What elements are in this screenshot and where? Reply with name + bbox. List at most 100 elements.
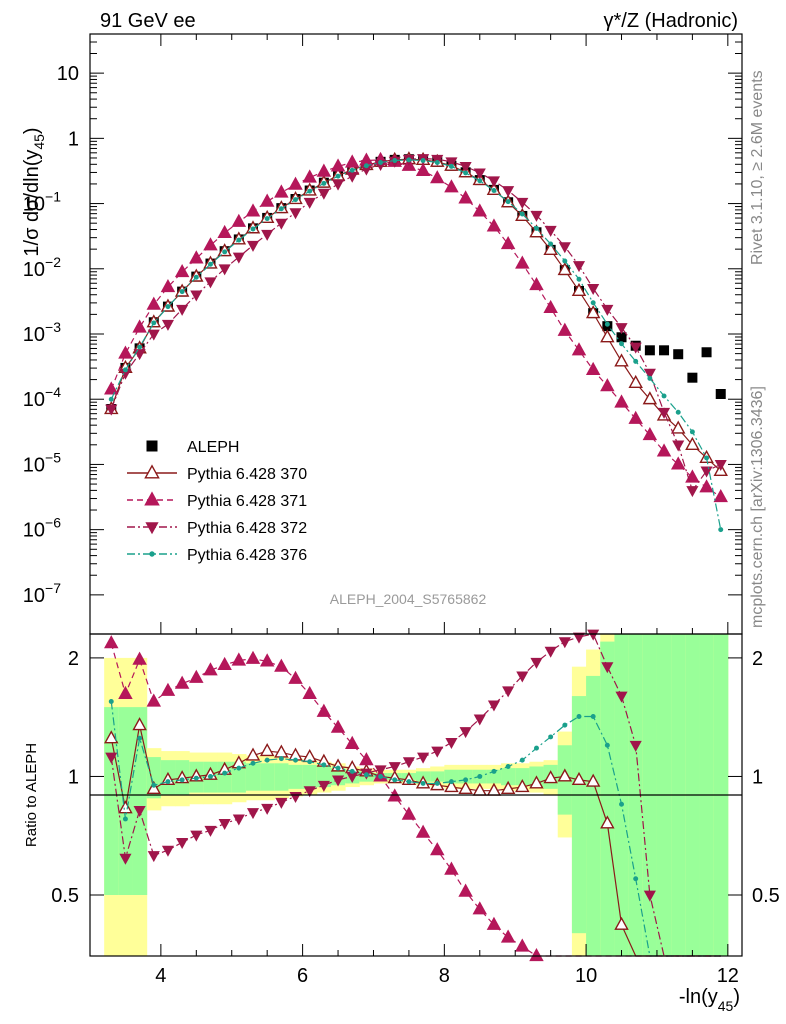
point-pythia-6-428-372 [487,176,501,188]
ratio-point-pythia-6-428-372 [417,752,430,764]
ratio-point-pythia-6-428-372 [431,746,444,758]
point-pythia-6-428-370 [642,391,658,405]
point-pythia-6-428-370 [614,353,629,367]
ratio-point-pythia-6-428-372 [601,662,614,674]
ratio-point-pythia-6-428-372 [275,797,288,809]
point-pythia-6-428-372 [331,179,345,191]
point-pythia-6-428-376 [122,367,128,373]
legend-marker-pythia-6-428-371 [144,491,160,506]
point-pythia-6-428-372 [657,407,671,419]
legend: ALEPH Pythia 6.428 370 Pythia 6.428 371 Pyt… [127,439,307,564]
ratio-y-axis-label: Ratio to ALEPH [23,743,40,847]
point-pythia-6-428-372 [161,319,175,331]
point-pythia-6-428-372 [232,252,245,264]
ratio-point-pythia-6-428-371 [259,653,275,667]
point-pythia-6-428-371 [189,250,204,264]
inner-band-bin [245,763,261,791]
point-pythia-6-428-371 [217,224,232,239]
point-pythia-6-428-372 [261,229,274,241]
ratio-point-pythia-6-428-372 [516,671,529,683]
ratio-point-pythia-6-428-370 [132,717,147,731]
ratio-point-pythia-6-428-372 [487,700,501,712]
ratio-y-tick-label-right: 2 [752,648,763,670]
point-aleph [673,349,684,360]
inner-band-bin [571,696,587,934]
ratio-point-pythia-6-428-370 [203,766,218,780]
point-pythia-6-428-376 [321,180,327,186]
point-pythia-6-428-372 [360,164,373,176]
point-pythia-6-428-372 [516,197,529,209]
ratio-point-pythia-6-428-371 [288,670,303,684]
ratio-point-pythia-6-428-370 [330,758,346,772]
ratio-point-pythia-6-428-371 [472,901,488,915]
ratio-point-pythia-6-428-371 [500,929,516,943]
title-right: γ*/Z (Hadronic) [604,10,738,32]
point-pythia-6-428-376 [108,396,114,402]
point-pythia-6-428-376 [463,170,469,176]
ratio-point-pythia-6-428-372 [161,845,175,857]
legend-label-pythia-6-428-370: Pythia 6.428 370 [187,466,307,483]
point-pythia-6-428-376 [179,289,185,295]
point-pythia-6-428-372 [587,283,600,295]
point-pythia-6-428-372 [176,304,189,316]
ratio-point-pythia-6-428-376 [151,782,157,788]
point-pythia-6-428-371 [458,190,473,204]
point-pythia-6-428-371 [529,277,544,291]
ratio-point-pythia-6-428-371 [316,703,332,717]
ratio-point-pythia-6-428-372 [204,825,217,837]
point-pythia-6-428-372 [275,218,288,230]
point-pythia-6-428-371 [302,169,317,183]
point-pythia-6-428-376 [420,158,426,163]
ratio-point-pythia-6-428-372 [303,786,316,798]
point-pythia-6-428-372 [374,160,387,172]
ratio-point-pythia-6-428-372 [544,646,557,658]
point-pythia-6-428-371 [344,154,360,168]
ratio-point-pythia-6-428-371 [203,662,218,676]
ratio-point-pythia-6-428-370 [557,768,573,782]
point-pythia-6-428-371 [330,158,346,172]
ratio-point-pythia-6-428-370 [160,771,176,786]
point-pythia-6-428-370 [600,329,615,343]
point-pythia-6-428-371 [430,170,445,184]
ratio-point-pythia-6-428-371 [189,669,204,683]
ratio-point-pythia-6-428-372 [289,791,302,803]
ratio-point-pythia-6-428-371 [415,824,431,838]
point-pythia-6-428-372 [544,225,557,237]
ratio-point-pythia-6-428-371 [132,651,147,665]
ratio-point-pythia-6-428-370 [444,778,459,793]
ratio-point-pythia-6-428-371 [344,735,360,749]
point-pythia-6-428-372 [629,342,642,354]
point-pythia-6-428-371 [118,345,133,359]
ratio-point-pythia-6-428-376 [293,757,298,763]
point-pythia-6-428-371 [656,443,672,457]
ratio-point-pythia-6-428-376 [108,699,114,704]
point-pythia-6-428-372 [530,210,543,222]
ratio-point-pythia-6-428-376 [193,775,199,781]
point-pythia-6-428-376 [661,393,667,399]
main-y-label-text: 1/σ dσ/dln(y [21,150,43,257]
ratio-point-pythia-6-428-370 [515,778,530,793]
point-pythia-6-428-372 [218,264,231,276]
ratio-point-pythia-6-428-370 [529,775,544,789]
point-pythia-6-428-376 [208,261,213,267]
point-pythia-6-428-370 [543,241,558,255]
ratio-point-pythia-6-428-370 [614,916,629,930]
mcplots-source-label: mcplots.cern.ch [arXiv:1306.3436] [749,386,766,628]
y-tick-label: 10−6 [23,515,61,542]
point-pythia-6-428-371 [245,203,261,217]
ratio-point-pythia-6-428-376 [378,773,384,779]
point-pythia-6-428-376 [434,160,440,165]
ratio-point-pythia-6-428-372 [445,738,458,750]
legend-label-pythia-6-428-372: Pythia 6.428 372 [187,520,307,537]
x-label-close: ) [733,986,740,1008]
y-tick-label: 10−2 [23,254,61,281]
legend-label-pythia-6-428-371: Pythia 6.428 371 [187,493,307,510]
ratio-point-pythia-6-428-370 [500,780,516,794]
ratio-point-pythia-6-428-372 [502,686,515,698]
point-pythia-6-428-376 [619,341,624,347]
ratio-point-pythia-6-428-376 [505,764,511,769]
point-pythia-6-428-370 [628,374,643,389]
point-pythia-6-428-372 [204,277,217,289]
ratio-point-pythia-6-428-372 [119,853,132,865]
point-pythia-6-428-372 [246,240,260,252]
